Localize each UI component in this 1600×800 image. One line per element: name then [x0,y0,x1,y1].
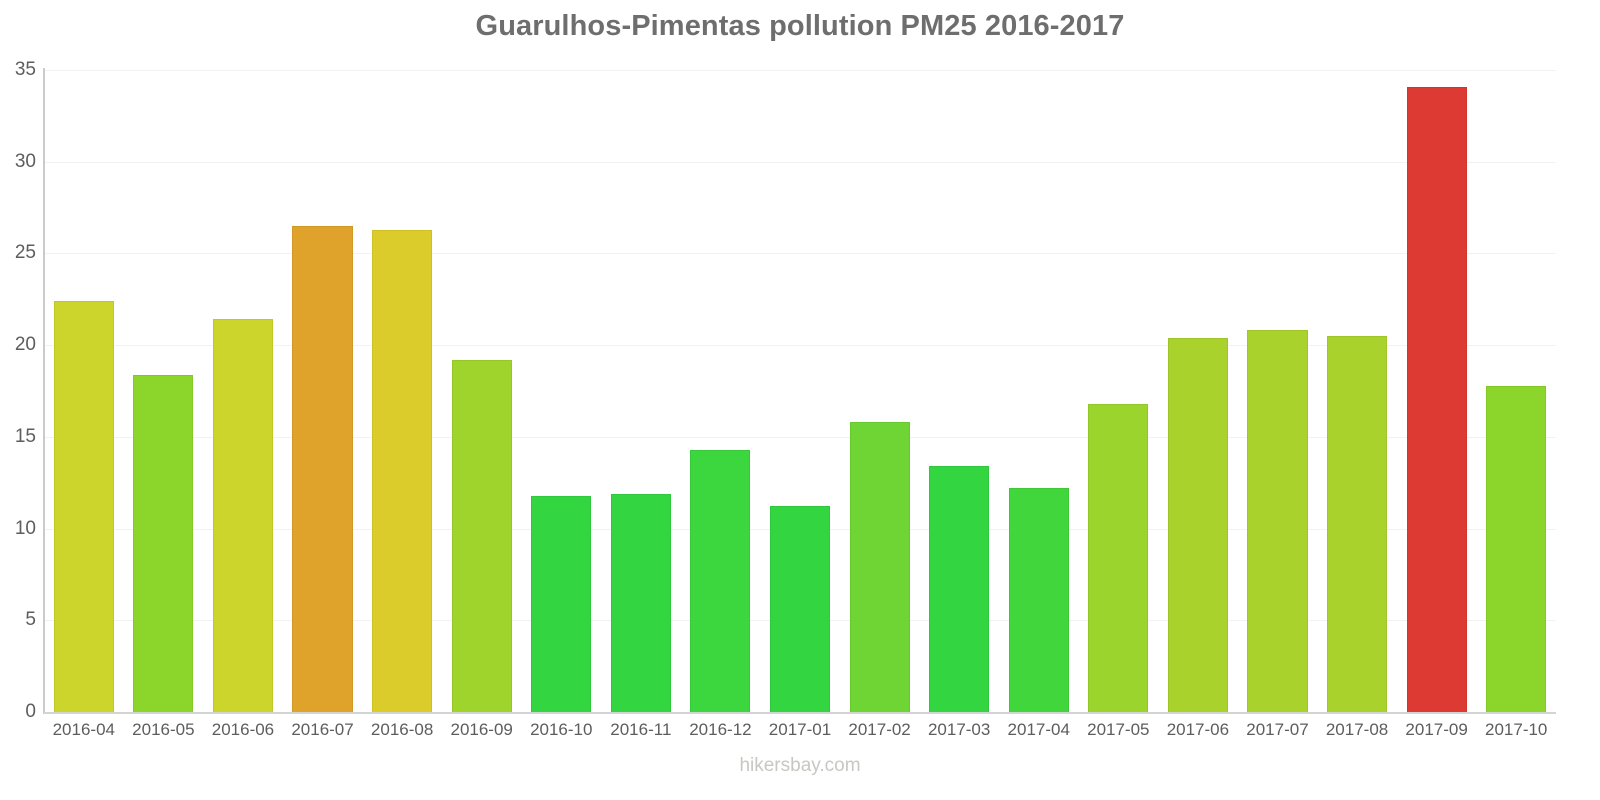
bar[interactable] [451,359,512,712]
bar[interactable] [1167,337,1228,712]
x-tick-label: 2016-06 [211,720,275,739]
bar[interactable] [1088,403,1149,712]
bar[interactable] [1327,335,1388,712]
x-tick-label: 2017-02 [848,720,911,739]
bar-slot [610,70,671,712]
bar[interactable] [1008,488,1069,712]
x-tick-label: 2017-05 [1087,720,1150,739]
x-tick-label: 2016-07 [291,720,354,739]
gridline [44,161,1556,163]
x-tick-label: 2017-04 [1007,720,1070,739]
bar-slot [1008,70,1069,712]
x-tick-label: 2016-09 [450,720,513,739]
bar[interactable] [849,422,910,712]
x-tick-label: 2016-12 [689,720,752,739]
bar-slot [1486,70,1547,712]
bar-slot [1167,70,1228,712]
bar-slot [769,70,831,712]
x-tick-label: 2016-11 [610,720,672,739]
page-title: Guarulhos-Pimentas pollution PM25 2016-2… [475,10,1125,42]
gridline [44,345,1556,347]
bar-slot [451,70,512,712]
source-watermark: hikersbay.com [739,755,861,776]
y-tick-label: 20 [14,334,36,356]
bar[interactable] [610,493,671,712]
bar[interactable] [1486,385,1547,712]
x-tick-label: 2017-01 [768,720,832,739]
y-axis-line [43,68,45,714]
x-axis-tick-labels: 2016-04 2016-05 2016-06 2016-07 2016-08 2016-… [44,718,1556,748]
x-axis-line [44,712,1556,714]
x-tick-label: 2017-08 [1325,720,1389,739]
bar[interactable] [212,319,273,712]
bar-slot [1247,70,1308,712]
x-tick-label: 2016-05 [132,720,195,739]
bar-slot [1088,70,1149,712]
bar-slot [531,70,592,712]
bar-slot [1406,70,1467,712]
x-tick-label: 2016-04 [52,720,115,739]
y-tick-label: 10 [14,517,36,539]
x-tick-label: 2017-10 [1485,720,1548,739]
bar-slot [292,70,353,712]
bar-series [44,70,1556,712]
bar-slot [1327,70,1388,712]
bar-slot [690,70,751,712]
y-tick-label: 5 [25,609,36,631]
x-tick-label: 2017-03 [927,720,991,739]
x-tick-label: 2016-08 [370,720,434,739]
y-tick-label: 0 [25,701,36,722]
bar[interactable] [133,374,194,712]
y-axis-tick-labels: 0 5 10 15 20 25 30 35 [0,0,36,800]
bar[interactable] [769,505,831,712]
bar-slot [53,70,114,712]
bar[interactable] [372,229,433,712]
gridline [44,436,1556,438]
bar[interactable] [690,449,751,712]
x-tick-label: 2017-09 [1405,720,1468,739]
bar-slot [212,70,273,712]
bar[interactable] [53,301,114,712]
y-tick-label: 25 [14,242,36,264]
y-tick-label: 35 [14,59,36,80]
x-tick-label: 2017-06 [1166,720,1230,739]
gridline [44,70,1556,71]
bar[interactable] [929,466,990,712]
y-tick-label: 15 [14,425,36,447]
y-tick-label: 30 [14,150,36,172]
gridline [44,253,1556,255]
bar-slot [133,70,194,712]
bar[interactable] [1406,86,1467,712]
bar-slot [372,70,433,712]
x-tick-label: 2017-07 [1246,720,1309,739]
bar-slot [929,70,990,712]
x-tick-label: 2016-10 [530,720,593,739]
bar[interactable] [1247,330,1308,712]
bar[interactable] [531,495,592,712]
bar-slot [849,70,910,712]
bar[interactable] [292,225,353,712]
